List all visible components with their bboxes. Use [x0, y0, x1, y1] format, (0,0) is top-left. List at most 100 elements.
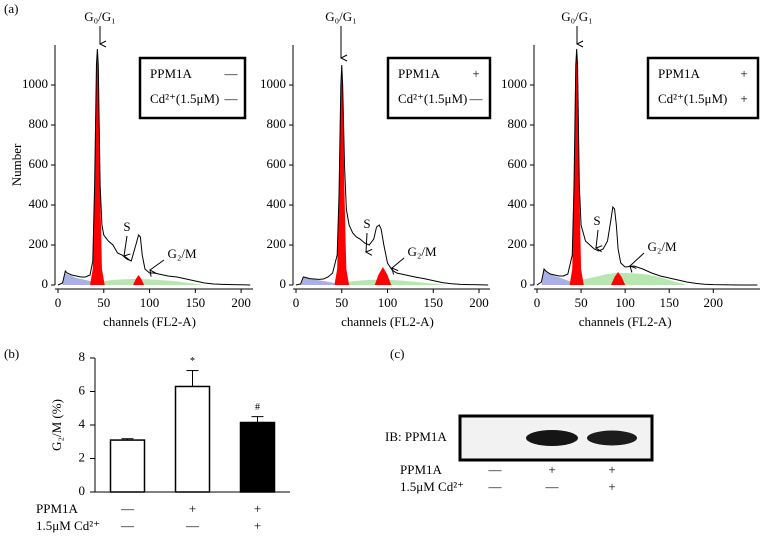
area — [300, 277, 335, 285]
area — [90, 49, 105, 285]
x-tick-label: 0 — [55, 295, 62, 310]
x-tick-label: 50 — [575, 295, 588, 310]
condition-label: PPM1A — [398, 66, 441, 81]
y-tick-label: 800 — [29, 116, 49, 131]
y-tick-label: 400 — [508, 196, 528, 211]
condition-label: 1.5μM Cd²⁺ — [400, 479, 464, 494]
condition-value: + — [608, 462, 615, 477]
y-tick-label: 6 — [79, 382, 86, 397]
condition-label: Cd²⁺(1.5μM) — [398, 91, 467, 106]
y-tick-label: 0 — [521, 276, 528, 291]
condition-value: — — [488, 462, 503, 477]
condition-value: — — [120, 501, 135, 516]
area — [581, 273, 687, 285]
condition-label: PPM1A — [658, 66, 701, 81]
y-tick-label: 1000 — [22, 76, 48, 91]
y-tick-label: 600 — [508, 156, 528, 171]
x-axis-label: channels (FL2-A) — [103, 314, 196, 329]
annotation: G₂/M — [647, 239, 677, 254]
condition-value: + — [548, 462, 555, 477]
condition-value: + — [254, 501, 261, 516]
x-axis-label: channels (FL2-A) — [341, 314, 434, 329]
annotation-arrow — [124, 235, 127, 256]
y-tick-label: 0 — [79, 483, 86, 498]
bar — [109, 439, 146, 493]
annotation-arrow — [596, 229, 598, 248]
y-tick-label: 200 — [29, 236, 49, 251]
y-tick-label: 600 — [29, 156, 49, 171]
panel-label: (c) — [390, 346, 404, 361]
x-tick-label: 200 — [469, 295, 489, 310]
x-tick-label: 200 — [231, 295, 251, 310]
marker: # — [255, 402, 260, 413]
annotation-arrow — [150, 259, 165, 270]
condition-value: — — [185, 518, 200, 533]
area — [133, 275, 145, 285]
line — [57, 48, 251, 286]
panel-label: (a) — [4, 1, 18, 16]
annotation-arrow — [630, 252, 645, 266]
y-tick-label: 400 — [29, 196, 49, 211]
condition-value: + — [740, 66, 747, 81]
x-tick-label: 50 — [335, 295, 348, 310]
y-tick-label: 1000 — [260, 76, 286, 91]
annotation: G₀/G₁ — [325, 9, 356, 24]
x-tick-label: 150 — [424, 295, 444, 310]
y-tick-label: 4 — [79, 416, 86, 431]
x-tick-label: 0 — [534, 295, 541, 310]
blot-band — [587, 430, 637, 446]
x-axis-label: channels (FL2-A) — [579, 314, 672, 329]
condition-label: Cd²⁺(1.5μM) — [658, 91, 727, 106]
panel-label: (b) — [4, 346, 19, 361]
x-tick-label: 50 — [97, 295, 110, 310]
annotation: S — [363, 216, 370, 231]
area — [611, 272, 626, 285]
y-tick-label: 200 — [508, 236, 528, 251]
condition-value: — — [469, 91, 484, 106]
x-tick-label: 100 — [615, 295, 635, 310]
condition-label: 1.5μM Cd²⁺ — [36, 518, 100, 533]
blot-label: IB: PPM1A — [385, 429, 447, 444]
annotation: G₀/G₁ — [84, 9, 115, 24]
annotation-arrow — [392, 257, 405, 268]
condition-value: — — [488, 479, 503, 494]
condition-value: — — [224, 91, 239, 106]
area — [569, 49, 584, 285]
annotation: S — [123, 219, 130, 234]
x-tick-label: 150 — [659, 295, 679, 310]
condition-value: — — [545, 479, 560, 494]
y-tick-label: 0 — [42, 276, 49, 291]
annotation-arrow — [366, 232, 367, 252]
marker: * — [190, 356, 195, 367]
area — [541, 269, 573, 285]
area — [62, 273, 95, 285]
y-tick-label: 1000 — [501, 76, 527, 91]
line — [536, 48, 758, 286]
y-tick-label: 800 — [267, 116, 287, 131]
y-tick-label: 600 — [267, 156, 287, 171]
y-tick-label: 400 — [267, 196, 287, 211]
condition-value: + — [254, 518, 261, 533]
x-tick-label: 200 — [704, 295, 724, 310]
line — [295, 64, 489, 286]
x-tick-label: 100 — [140, 295, 160, 310]
y-tick-label: 8 — [79, 349, 86, 364]
condition-value: + — [740, 91, 747, 106]
annotation: S — [593, 213, 600, 228]
bar — [239, 421, 276, 493]
legend-box — [138, 56, 247, 120]
area — [374, 267, 392, 285]
area — [334, 65, 350, 285]
condition-value: — — [224, 66, 239, 81]
condition-value: + — [472, 66, 479, 81]
condition-value: — — [120, 518, 135, 533]
area — [346, 279, 447, 285]
condition-label: PPM1A — [400, 462, 443, 477]
annotation: G₂/M — [167, 246, 197, 261]
y-tick-label: 0 — [280, 276, 287, 291]
annotation: G₂/M — [407, 244, 437, 259]
y-tick-label: 2 — [79, 449, 86, 464]
y-axis-label: Number — [9, 143, 24, 186]
condition-label: PPM1A — [150, 66, 193, 81]
